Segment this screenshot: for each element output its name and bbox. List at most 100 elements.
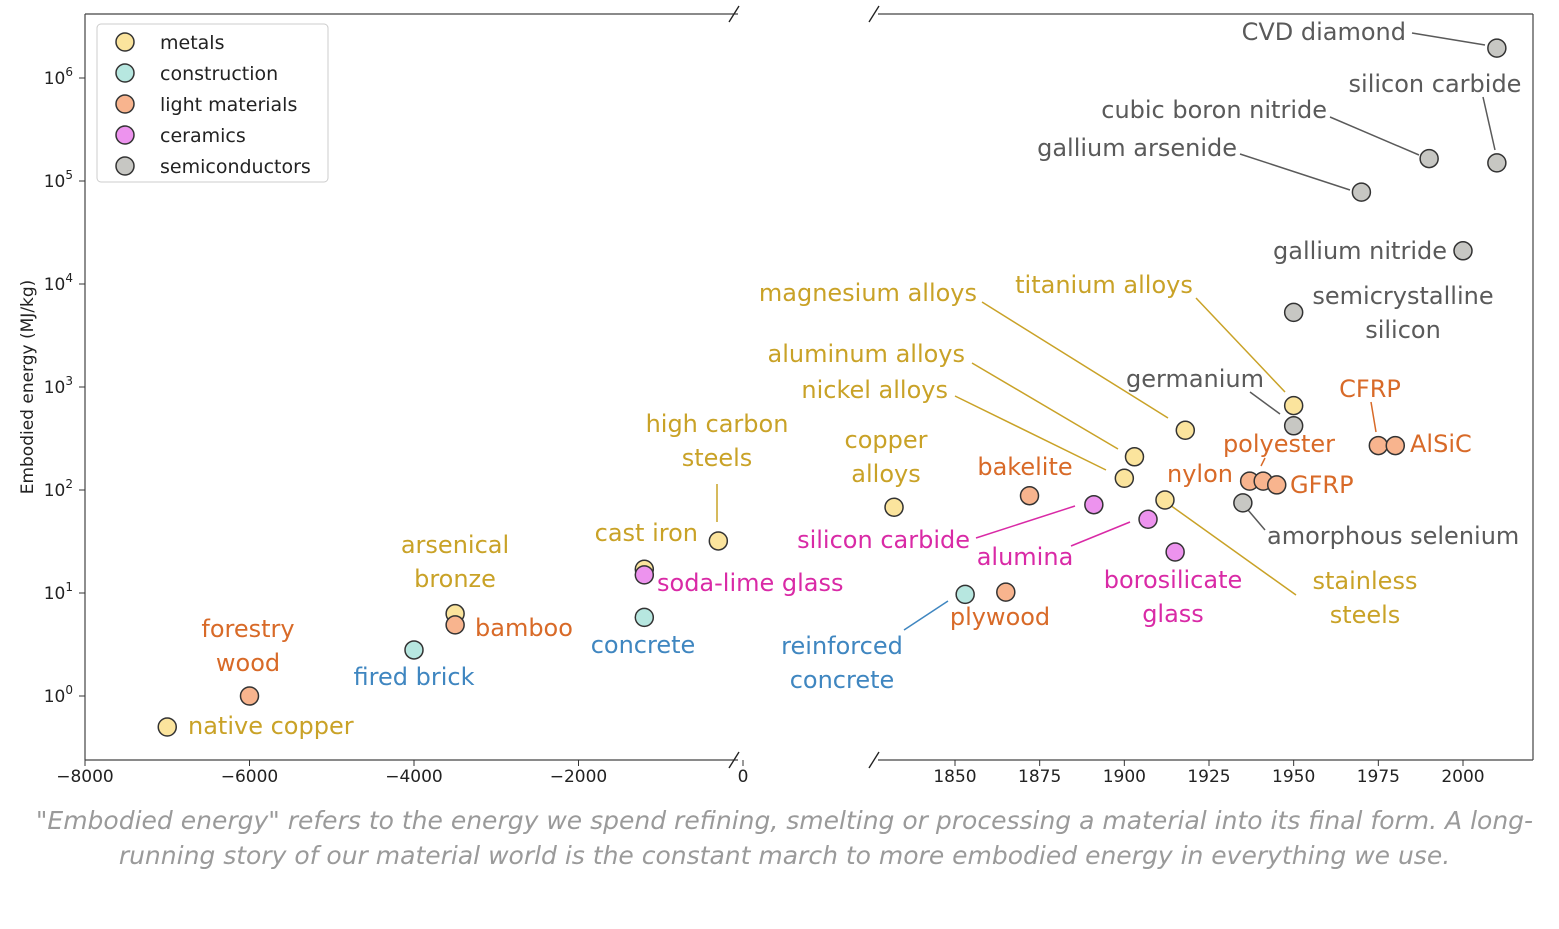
- y-tick-label: 101: [44, 580, 73, 604]
- label-alumina: alumina: [977, 543, 1074, 571]
- point-silicon-carbide: [1084, 494, 1104, 515]
- point-silicon-carbide: [1487, 153, 1507, 173]
- legend-marker-construction: [115, 63, 135, 83]
- leader-cvd-diamond: [1411, 32, 1486, 46]
- point-fired-brick: [404, 640, 424, 660]
- label-bamboo: bamboo: [475, 614, 573, 642]
- label-soda-lime-glass: soda-lime glass: [657, 569, 844, 597]
- label-cvd-diamond: CVD diamond: [1242, 18, 1406, 46]
- point-borosilicate-glass: [1165, 542, 1185, 562]
- label-plywood: plywood: [950, 603, 1050, 631]
- label-silicon-carbide: silicon carbide: [1349, 70, 1522, 98]
- leader-amorphous-selenium: [1247, 509, 1266, 531]
- y-tick-label: 105: [44, 168, 73, 192]
- label-nickel-alloys: nickel alloys: [801, 376, 948, 404]
- legend-label-semiconductors: semiconductors: [160, 156, 311, 178]
- caption: "Embodied energy" refers to the energy w…: [35, 806, 1534, 870]
- label-forestry-wood: forestry wood: [201, 615, 294, 677]
- label-polyester: polyester: [1223, 430, 1335, 458]
- label-arsenical-bronze: arsenical bronze: [401, 531, 509, 593]
- point-gallium-nitride: [1453, 241, 1473, 261]
- point-titanium-alloys: [1283, 395, 1304, 416]
- leader-titanium-alloys: [1195, 297, 1286, 393]
- leader-lines: [716, 32, 1496, 631]
- leader-stainless-steels: [1169, 504, 1297, 596]
- point-cubic-boron-nitride: [1419, 148, 1439, 169]
- y-tick-label: 103: [44, 374, 73, 398]
- point-amorphous-selenium: [1233, 493, 1253, 513]
- legend-label-light-materials: light materials: [160, 94, 297, 116]
- point-high-carbon-steels: [708, 531, 729, 551]
- legend: metals construction light materials ceramic…: [96, 23, 329, 183]
- label-gallium-arsenide: gallium arsenide: [1037, 134, 1237, 162]
- point-labels: native copper forestry wood fired brick arse…: [188, 18, 1521, 740]
- label-titanium-alloys: titanium alloys: [1015, 271, 1193, 299]
- label-cfrp: CFRP: [1339, 375, 1401, 403]
- axis-break-mark: [728, 5, 740, 23]
- label-amorphous-selenium: amorphous selenium: [1267, 522, 1519, 550]
- legend-box: [96, 23, 329, 183]
- legend-label-metals: metals: [160, 32, 224, 54]
- point-stainless-steels: [1155, 490, 1175, 510]
- point-forestry-wood: [239, 686, 260, 706]
- point-semicrystalline-silicon: [1283, 302, 1304, 323]
- x-tick-label: −2000: [550, 767, 608, 787]
- x-tick-label: 1875: [1018, 767, 1061, 787]
- leader-reinforced-concrete: [903, 600, 949, 631]
- point-copper-alloys: [884, 497, 904, 518]
- label-alsic: AlSiC: [1410, 430, 1472, 458]
- legend-marker-light-materials: [115, 94, 135, 114]
- x-axis: −8000 −6000 −4000 −2000 0 1850 1875 1900 1925 195…: [56, 760, 1485, 787]
- point-native-copper: [157, 717, 177, 737]
- leader-nickel-alloys: [954, 395, 1107, 471]
- leader-cfrp: [1370, 401, 1377, 433]
- point-magnesium-alloys: [1175, 420, 1196, 441]
- label-copper-alloys: copper alloys: [845, 426, 928, 488]
- label-native-copper: native copper: [188, 712, 354, 740]
- point-gfrp: [1266, 475, 1287, 495]
- label-cubic-boron-nitride: cubic boron nitride: [1101, 96, 1327, 124]
- legend-label-ceramics: ceramics: [160, 125, 246, 147]
- legend-marker-metals: [115, 32, 135, 52]
- x-tick-label: 1900: [1103, 767, 1146, 787]
- leader-aluminum-alloys: [971, 362, 1119, 450]
- leader-alumina: [1070, 521, 1131, 547]
- point-bakelite: [1019, 485, 1040, 506]
- label-cast-iron: cast iron: [595, 519, 698, 547]
- point-nickel-alloys: [1114, 468, 1135, 489]
- label-bakelite: bakelite: [977, 453, 1072, 481]
- leader-cubic-boron-nitride: [1329, 116, 1420, 156]
- label-semicrystalline-silicon: semicrystalline silicon: [1312, 282, 1493, 344]
- label-concrete: concrete: [591, 631, 696, 659]
- x-tick-label: 1925: [1187, 767, 1230, 787]
- label-aluminum-alloys: aluminum alloys: [768, 340, 966, 368]
- label-reinforced-concrete: reinforced concrete: [781, 632, 903, 694]
- y-axis-label: Embodied energy (MJ/kg): [18, 280, 38, 495]
- point-cfrp: [1368, 435, 1389, 456]
- x-tick-label: −8000: [56, 767, 114, 787]
- label-magnesium-alloys: magnesium alloys: [759, 279, 977, 307]
- y-tick-label: 104: [44, 271, 73, 295]
- label-silicon-carbide: silicon carbide: [797, 526, 970, 554]
- label-high-carbon-steels: high carbon steels: [646, 410, 789, 472]
- leader-silicon-carbide: [975, 505, 1076, 539]
- label-stainless-steels: stainless steels: [1313, 567, 1418, 629]
- label-germanium: germanium: [1126, 365, 1264, 393]
- x-tick-label: 2000: [1441, 767, 1484, 787]
- point-concrete: [634, 607, 655, 628]
- label-fired-brick: fired brick: [354, 663, 475, 691]
- leader-germanium: [1249, 391, 1281, 415]
- point-bamboo: [445, 615, 465, 635]
- point-alsic: [1385, 435, 1406, 456]
- x-tick-label: 1950: [1272, 767, 1315, 787]
- leader-silicon-carbide: [1482, 96, 1496, 151]
- point-aluminum-alloys: [1124, 447, 1145, 467]
- data-points: [157, 38, 1507, 737]
- y-tick-label: 100: [44, 683, 73, 707]
- axis-break-mark: [868, 5, 880, 23]
- label-gallium-nitride: gallium nitride: [1273, 237, 1447, 265]
- point-gallium-arsenide: [1351, 182, 1372, 202]
- x-tick-label: −4000: [385, 767, 443, 787]
- leader-gallium-arsenide: [1239, 153, 1351, 191]
- leader-magnesium-alloys: [981, 301, 1169, 419]
